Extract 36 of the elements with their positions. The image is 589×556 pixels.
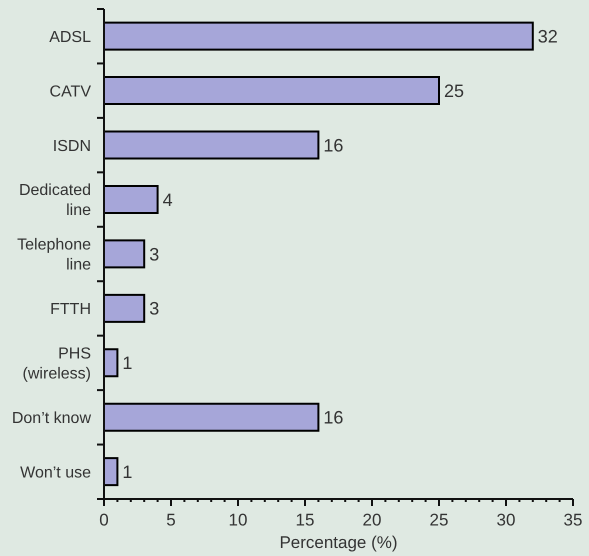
y-tick-label: Telephone line xyxy=(17,236,92,274)
y-tick-label: PHS (wireless) xyxy=(22,346,91,383)
data-label: 25 xyxy=(444,80,464,101)
data-label: 16 xyxy=(323,408,344,428)
data-label: 4 xyxy=(162,190,173,210)
x-axis-title: Percentage (%) xyxy=(279,533,398,552)
y-tick-label: Don’t know xyxy=(12,410,92,428)
x-tick-label: 10 xyxy=(228,510,248,530)
y-tick-label: CATV xyxy=(50,83,92,100)
bar xyxy=(104,294,146,323)
y-tick-label: ISDN xyxy=(52,138,91,155)
x-tick-label: 25 xyxy=(430,510,448,530)
data-label: 1 xyxy=(122,353,132,374)
x-tick-label: 30 xyxy=(496,510,516,530)
y-tick-label: ADSL xyxy=(49,28,92,46)
y-tick-label: FTTH xyxy=(50,301,91,318)
bar xyxy=(104,457,118,486)
bar xyxy=(104,130,320,160)
y-tick-label: Dedicated line xyxy=(18,182,92,220)
bar xyxy=(104,22,534,51)
x-tick-label: 15 xyxy=(296,510,314,530)
x-tick-label: 5 xyxy=(166,510,176,530)
data-label: 16 xyxy=(323,135,344,156)
bar xyxy=(104,239,146,268)
x-tick-label: 0 xyxy=(99,510,109,530)
data-label: 1 xyxy=(122,462,132,482)
y-tick-label: Won’t use xyxy=(20,464,92,482)
bar xyxy=(104,402,320,432)
bar xyxy=(104,184,159,214)
bar xyxy=(104,348,118,378)
x-tick-label: 20 xyxy=(362,510,382,530)
data-label: 3 xyxy=(149,298,160,319)
data-label: 32 xyxy=(538,26,558,46)
x-tick-label: 35 xyxy=(564,510,582,530)
data-label: 3 xyxy=(149,244,160,264)
bar xyxy=(104,76,440,106)
